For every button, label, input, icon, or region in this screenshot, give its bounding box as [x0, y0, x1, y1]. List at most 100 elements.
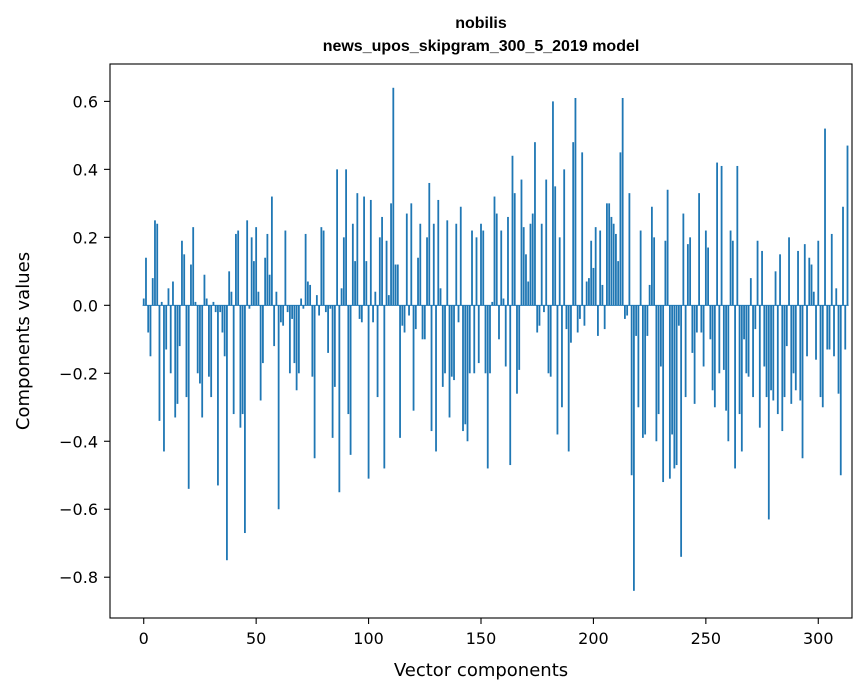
bar-198: [588, 278, 590, 306]
bar-313: [846, 145, 849, 306]
y-tick-label: −0.8: [59, 568, 98, 587]
bar-90: [345, 169, 347, 306]
bar-41: [235, 233, 237, 306]
bar-69: [297, 305, 300, 374]
bar-215: [626, 305, 629, 316]
bar-179: [545, 179, 548, 306]
bar-9: [163, 305, 165, 452]
bar-100: [367, 305, 370, 479]
bar-280: [772, 305, 775, 401]
bar-196: [583, 305, 586, 326]
bar-296: [808, 257, 811, 306]
bar-63: [284, 230, 287, 306]
bars-group: [142, 87, 849, 591]
bar-234: [668, 305, 671, 479]
bar-118: [408, 305, 410, 316]
chart-title: nobilis: [455, 15, 507, 32]
plot-frame: [109, 63, 853, 619]
chart-subtitle: news_upos_skipgram_300_5_2019 model: [323, 38, 640, 55]
bar-111: [392, 87, 395, 306]
bar-275: [761, 250, 763, 306]
bar-222: [641, 305, 644, 438]
bar-108: [385, 240, 388, 306]
bar-66: [291, 305, 294, 319]
bar-158: [498, 305, 500, 340]
bar-287: [788, 237, 790, 306]
bar-240: [682, 213, 685, 306]
bar-20: [187, 305, 190, 489]
bar-109: [387, 295, 390, 306]
bar-232: [664, 240, 667, 306]
bar-202: [597, 305, 599, 336]
bar-182: [552, 101, 554, 306]
bar-171: [527, 281, 530, 306]
bar-129: [432, 223, 435, 306]
bar-30: [210, 305, 213, 398]
bar-32: [214, 305, 217, 313]
bar-88: [340, 288, 343, 306]
bar-79: [320, 227, 323, 306]
bar-39: [230, 291, 233, 306]
bar-18: [183, 254, 186, 306]
bar-193: [576, 305, 579, 333]
bar-19: [185, 305, 188, 398]
bar-308: [835, 288, 838, 306]
bar-256: [718, 305, 721, 374]
bar-213: [621, 97, 624, 306]
bar-306: [830, 233, 833, 306]
bar-274: [758, 305, 761, 428]
bar-157: [495, 213, 498, 306]
bar-60: [277, 305, 280, 510]
bar-201: [594, 227, 597, 306]
bar-121: [414, 305, 417, 330]
bar-113: [396, 264, 399, 306]
bar-127: [428, 182, 431, 306]
bar-89: [342, 237, 345, 306]
bar-87: [338, 305, 341, 493]
bar-83: [329, 305, 332, 309]
bar-22: [192, 227, 195, 306]
bar-166: [516, 305, 518, 394]
bar-146: [471, 230, 473, 306]
bar-7: [158, 305, 161, 421]
bar-154: [489, 305, 491, 374]
bar-143: [464, 305, 467, 425]
bar-115: [401, 305, 404, 326]
bar-263: [734, 305, 736, 469]
bar-94: [354, 261, 356, 306]
bar-223: [644, 305, 647, 435]
bar-173: [531, 213, 534, 306]
bar-249: [702, 305, 705, 367]
bar-112: [394, 264, 397, 306]
bar-307: [833, 305, 835, 357]
bar-195: [581, 152, 584, 306]
bar-74: [309, 284, 312, 306]
bar-233: [666, 189, 669, 306]
y-tick-label: −0.4: [59, 432, 98, 451]
bar-252: [709, 305, 712, 340]
bar-130: [435, 305, 437, 452]
bar-4: [151, 278, 154, 306]
bar-2: [147, 305, 150, 333]
bar-131: [437, 199, 440, 306]
bar-211: [617, 261, 620, 306]
bar-149: [477, 305, 480, 364]
bar-278: [767, 305, 770, 520]
bar-159: [500, 230, 503, 306]
bar-107: [383, 305, 386, 469]
bar-123: [419, 223, 422, 306]
bar-70: [300, 298, 303, 306]
bar-55: [266, 233, 269, 306]
x-tick-label: 250: [691, 629, 722, 648]
bar-309: [837, 305, 840, 394]
bar-133: [441, 305, 444, 387]
bar-65: [288, 305, 291, 374]
bar-312: [844, 305, 847, 350]
bar-103: [374, 291, 377, 306]
bar-53: [262, 305, 264, 364]
bar-301: [819, 305, 822, 398]
bar-259: [725, 305, 727, 411]
bar-8: [160, 301, 163, 306]
bar-91: [347, 305, 350, 415]
bar-200: [592, 267, 595, 306]
